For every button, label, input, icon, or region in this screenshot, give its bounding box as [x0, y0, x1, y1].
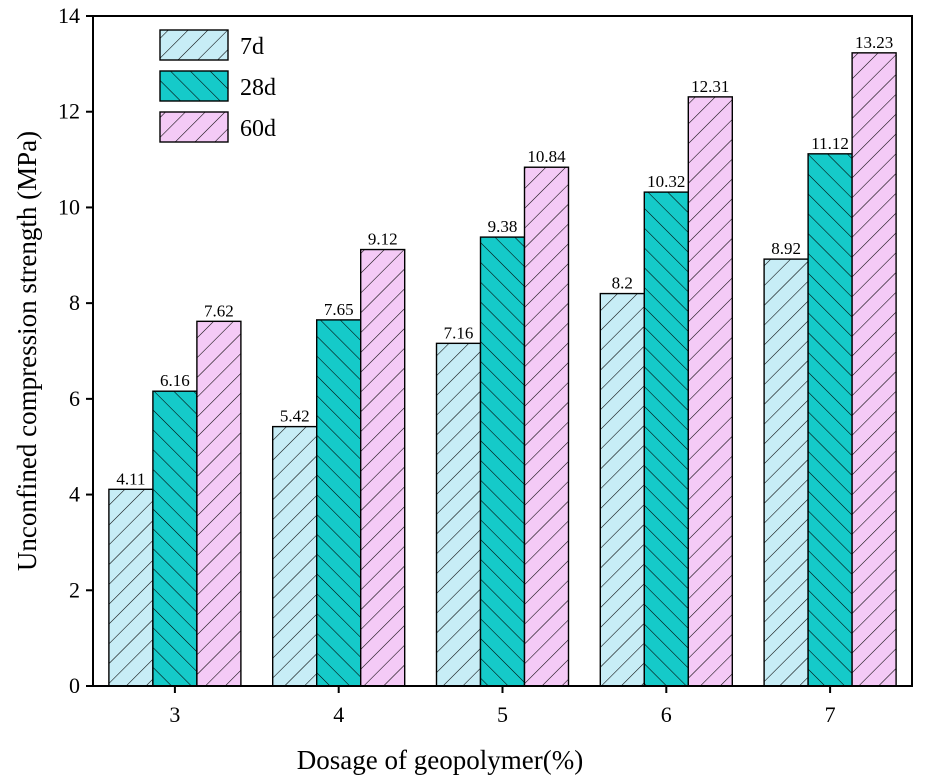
y-tick-label: 2 — [69, 577, 80, 602]
bar-hatch — [152, 390, 198, 687]
x-axis: 3 4 5 6 7 — [169, 686, 836, 727]
bar-hatch — [272, 425, 318, 687]
legend-swatch-hatch — [159, 111, 229, 143]
y-tick-label: 8 — [69, 290, 80, 315]
y-tick-label: 0 — [69, 673, 80, 698]
bar-hatch — [851, 52, 897, 687]
bar — [523, 166, 570, 687]
data-label: 8.92 — [771, 239, 801, 258]
bar-hatch — [643, 191, 689, 687]
legend-item: 28d — [159, 70, 276, 102]
bar — [196, 320, 242, 687]
bar-hatch — [360, 248, 406, 687]
bar — [108, 488, 154, 687]
legend-swatch-hatch — [159, 70, 229, 102]
bar — [152, 390, 198, 687]
bar-hatch — [196, 320, 242, 687]
bar — [360, 248, 406, 687]
bar-hatch — [523, 166, 570, 687]
legend-label: 7d — [240, 34, 264, 60]
bar — [435, 342, 482, 687]
bar — [272, 425, 318, 687]
data-label: 7.62 — [204, 301, 234, 320]
legend-label: 28d — [240, 75, 276, 101]
bar-hatch — [687, 96, 733, 687]
y-axis: 0 2 4 6 8 10 12 14 — [58, 3, 93, 698]
y-tick-label: 12 — [58, 99, 80, 124]
data-label: 9.12 — [368, 230, 398, 249]
x-tick-label: 6 — [661, 702, 672, 727]
data-label: 8.2 — [612, 274, 633, 293]
legend-label: 60d — [240, 116, 276, 142]
bar — [687, 96, 733, 687]
bar-hatch — [807, 153, 853, 687]
y-tick-label: 6 — [69, 386, 80, 411]
legend-item: 7d — [159, 29, 264, 61]
data-labels-layer: 4.11 6.16 7.62 5.42 7.65 9.12 7.16 9.38 10.84 8.2… — [116, 33, 893, 488]
y-tick-label: 4 — [69, 482, 80, 507]
data-label: 5.42 — [280, 407, 310, 426]
bar-hatch — [479, 236, 526, 687]
data-label: 12.31 — [691, 77, 729, 96]
data-label: 9.38 — [488, 217, 518, 236]
x-tick-label: 3 — [169, 702, 180, 727]
bar — [599, 292, 645, 687]
legend: 7d 28d 60d — [159, 29, 276, 143]
y-axis-title: Unconfined compression strength (MPa) — [12, 131, 42, 571]
bar — [763, 258, 809, 687]
bar-hatch — [763, 258, 809, 687]
y-tick-label: 14 — [58, 3, 80, 28]
y-tick-label: 10 — [58, 194, 80, 219]
legend-swatch-hatch — [159, 29, 229, 61]
x-tick-label: 7 — [825, 702, 836, 727]
bar — [316, 319, 362, 687]
bar-hatch — [435, 342, 482, 687]
bars-layer — [108, 52, 897, 687]
bar-hatch — [108, 488, 154, 687]
data-label: 11.12 — [811, 134, 849, 153]
bar — [479, 236, 526, 687]
bar — [643, 191, 689, 687]
bar — [807, 153, 853, 687]
bar — [851, 52, 897, 687]
bar-hatch — [599, 292, 645, 687]
data-label: 6.16 — [160, 371, 190, 390]
data-label: 10.32 — [647, 172, 685, 191]
data-label: 7.65 — [324, 300, 354, 319]
x-axis-title: Dosage of geopolymer(%) — [297, 745, 583, 775]
legend-item: 60d — [159, 111, 276, 143]
data-label: 13.23 — [855, 33, 893, 52]
data-label: 7.16 — [444, 323, 474, 342]
data-label: 4.11 — [116, 469, 145, 488]
x-tick-label: 4 — [333, 702, 344, 727]
bar-hatch — [316, 319, 362, 687]
x-tick-label: 5 — [497, 702, 508, 727]
data-label: 10.84 — [527, 147, 566, 166]
